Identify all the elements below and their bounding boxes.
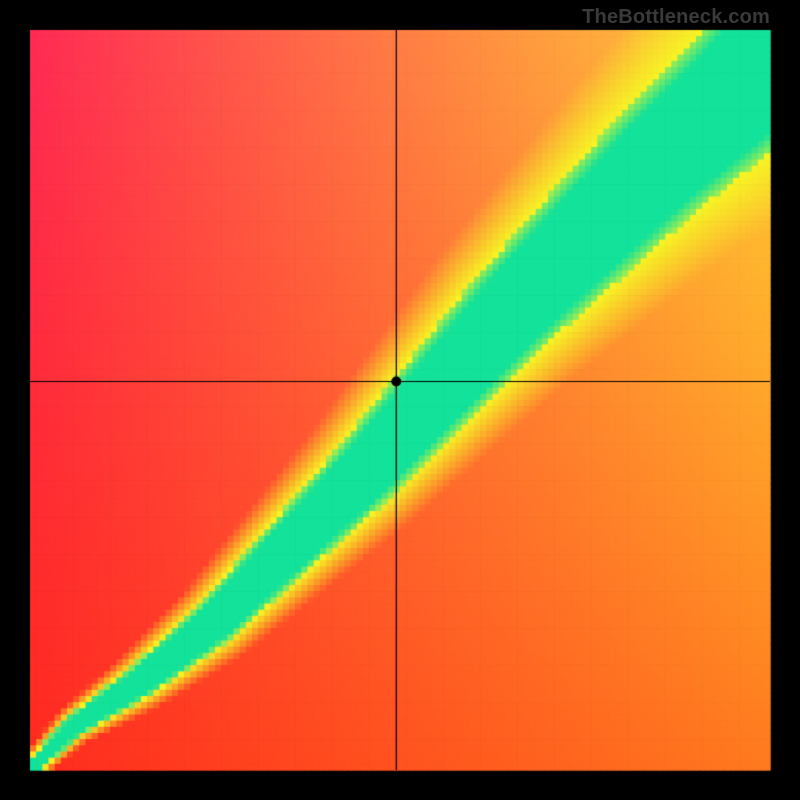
heatmap-canvas [0,0,800,800]
watermark-text: TheBottleneck.com [582,6,770,29]
